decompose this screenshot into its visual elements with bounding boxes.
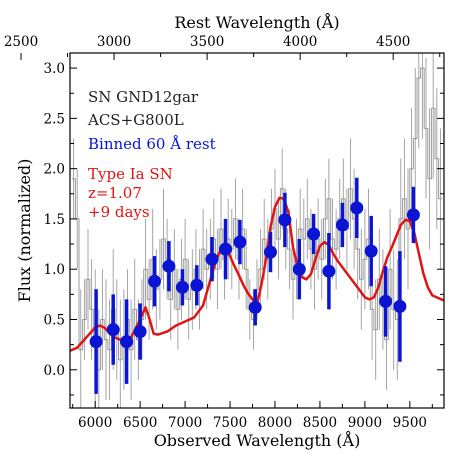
x-tick-label: 9000 — [348, 415, 382, 431]
top-tick-label: 2500 — [4, 34, 38, 50]
top-tick-label: 3500 — [190, 34, 224, 50]
annotation-redshift: z=1.07 — [88, 184, 142, 202]
y-tick-label: 0.5 — [44, 313, 65, 329]
blue-data-point — [162, 259, 176, 273]
x-tick-label: 7000 — [168, 415, 202, 431]
annotation-type: Type Ia SN — [88, 165, 173, 183]
blue-data-point — [205, 252, 219, 266]
blue-data-point — [190, 278, 204, 292]
plot-frame — [69, 52, 445, 409]
blue-data-point — [219, 242, 232, 256]
binned-data-grey-series — [71, 53, 443, 408]
blue-data-point — [379, 294, 393, 308]
annotation-instrument: ACS+G800L — [87, 111, 184, 129]
x-tick-label: 7500 — [213, 415, 247, 431]
blue-data-point — [264, 245, 277, 259]
binned-points-blue-series — [89, 177, 420, 394]
y-axis-title: Flux (normalized) — [15, 159, 34, 303]
annotation-phase: +9 days — [88, 203, 150, 221]
blue-data-point — [406, 208, 420, 222]
y-tick-label: 0.0 — [44, 363, 65, 379]
blue-data-point — [278, 213, 292, 227]
blue-data-point — [350, 201, 364, 215]
x-tick-label: 9500 — [393, 415, 427, 431]
blue-data-point — [335, 218, 349, 232]
annotation-sn-name: SN GND12gar — [88, 88, 199, 106]
blue-data-point — [175, 280, 189, 294]
y-tick-label: 3.0 — [44, 61, 65, 77]
blue-data-point — [148, 274, 161, 288]
y-tick-label: 2.5 — [44, 111, 65, 127]
axis-ticks: 6000 6500 7000 7500 8000 8500 9000 9500 0.0 0.5 1.… — [4, 34, 444, 431]
blue-data-point — [393, 299, 407, 313]
annotation-binning: Binned 60 Å rest — [88, 135, 216, 153]
y-tick-label: 2.0 — [44, 162, 65, 178]
blue-data-point — [120, 335, 134, 349]
x-tick-label: 8500 — [303, 415, 337, 431]
x-tick-label: 6000 — [78, 415, 112, 431]
blue-data-point — [307, 227, 321, 241]
y-tick-label: 1.5 — [44, 212, 65, 228]
blue-data-point — [106, 323, 120, 337]
y-tick-label: 1.0 — [44, 262, 65, 278]
top-tick-label: 4500 — [376, 34, 410, 50]
x-tick-label: 8000 — [258, 415, 292, 431]
blue-data-point — [292, 262, 306, 276]
top-axis-title: Rest Wavelength (Å) — [174, 12, 339, 32]
x-axis-title: Observed Wavelength (Å) — [154, 430, 361, 450]
blue-data-point — [133, 325, 147, 339]
blue-data-point — [233, 235, 247, 249]
blue-data-point — [89, 335, 103, 349]
annotation-block: SN GND12gar ACS+G800L Binned 60 Å rest T… — [87, 88, 216, 221]
top-tick-label: 4000 — [283, 34, 317, 50]
top-tick-label: 3000 — [97, 34, 131, 50]
blue-data-point — [248, 300, 262, 314]
x-tick-label: 6500 — [123, 415, 157, 431]
blue-data-point — [364, 244, 378, 258]
blue-data-point — [322, 264, 336, 278]
